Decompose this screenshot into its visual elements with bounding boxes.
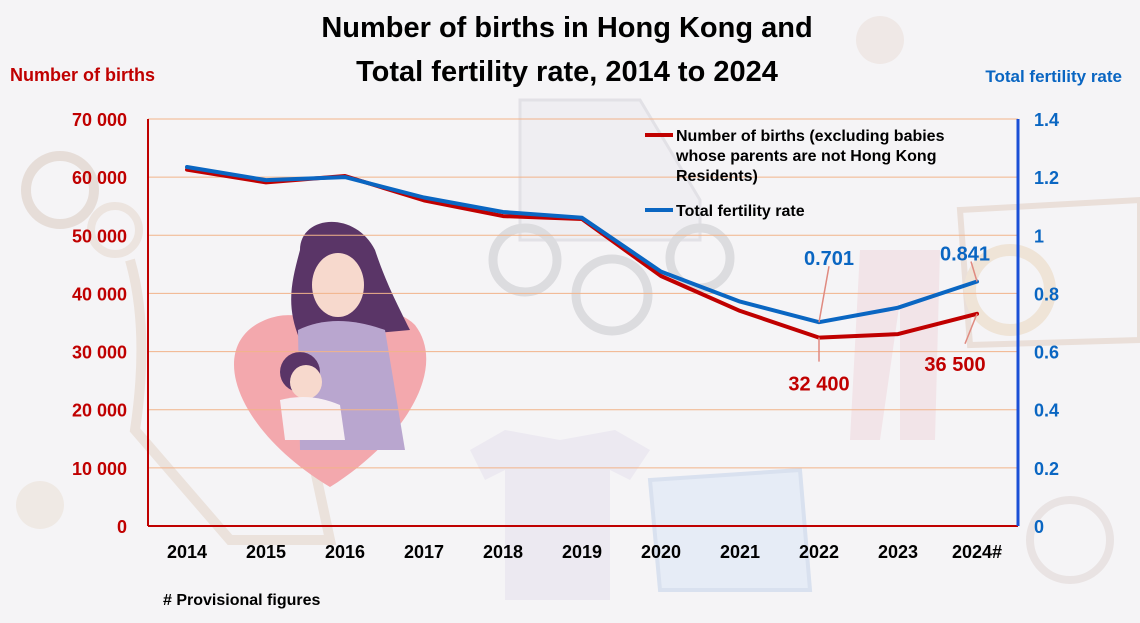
left-axis-ticks: 0 10 000 20 000 30 000 40 000 50 000 60 000 70 …: [72, 110, 127, 537]
left-tick-label: 20 000: [72, 401, 127, 421]
x-axis-ticks: 2014 2015 2016 2017 2018 2019 2020 2021 2022 2023…: [167, 542, 1002, 562]
background-illustration: [16, 16, 1140, 600]
left-tick-label: 50 000: [72, 226, 127, 246]
annotation-leaders: [818, 261, 978, 362]
axes: [147, 119, 1020, 527]
data-label: 0.701: [804, 248, 854, 270]
data-label: 32 400: [788, 374, 849, 396]
chart-title-line-1: Number of births in Hong Kong and: [321, 12, 812, 44]
right-axis-ticks: 0 0.2 0.4 0.6 0.8 1 1.2 1.4: [1034, 110, 1059, 537]
right-tick-label: 0.2: [1034, 459, 1059, 479]
left-axis-title: Number of births: [10, 65, 155, 85]
data-label: 0.841: [940, 244, 990, 266]
data-labels: 32 400 36 500 0.701 0.841: [788, 244, 990, 396]
x-tick-label: 2020: [641, 542, 681, 562]
legend-label: Total fertility rate: [676, 203, 805, 220]
left-tick-label: 10 000: [72, 459, 127, 479]
legend-label: whose parents are not Hong Kong: [675, 148, 936, 165]
x-tick-label: 2018: [483, 542, 523, 562]
mother-and-baby-illustration: [234, 221, 427, 487]
left-tick-label: 30 000: [72, 343, 127, 363]
x-tick-label: 2021: [720, 542, 760, 562]
x-tick-label: 2024#: [952, 542, 1002, 562]
x-tick-label: 2014: [167, 542, 207, 562]
right-tick-label: 0.8: [1034, 284, 1059, 304]
left-tick-label: 0: [117, 517, 127, 537]
annotation-leader-line: [970, 261, 978, 282]
x-tick-label: 2022: [799, 542, 839, 562]
right-tick-label: 1.2: [1034, 168, 1059, 188]
right-tick-label: 0.4: [1034, 401, 1059, 421]
annotation-leader-line: [964, 313, 978, 345]
footnote: # Provisional figures: [163, 592, 320, 609]
left-tick-label: 40 000: [72, 284, 127, 304]
x-tick-label: 2023: [878, 542, 918, 562]
x-tick-label: 2016: [325, 542, 365, 562]
series-lines: [185, 165, 979, 340]
legend: Number of births (excluding babies whose …: [645, 128, 945, 220]
x-tick-label: 2017: [404, 542, 444, 562]
right-tick-label: 0.6: [1034, 343, 1059, 363]
chart-title-line-2: Total fertility rate, 2014 to 2024: [356, 56, 778, 88]
right-axis-title: Total fertility rate: [985, 67, 1122, 86]
right-tick-label: 1.4: [1034, 110, 1059, 130]
legend-label: Number of births (excluding babies: [676, 128, 945, 145]
series-line-tfr: [185, 165, 979, 325]
data-label: 36 500: [924, 354, 985, 376]
legend-label: Residents): [676, 168, 758, 185]
annotation-leader-line: [818, 266, 830, 323]
right-tick-label: 1: [1034, 226, 1044, 246]
x-tick-label: 2019: [562, 542, 602, 562]
left-tick-label: 70 000: [72, 110, 127, 130]
left-tick-label: 60 000: [72, 168, 127, 188]
x-tick-label: 2015: [246, 542, 286, 562]
gridlines: [148, 118, 1018, 469]
right-tick-label: 0: [1034, 517, 1044, 537]
